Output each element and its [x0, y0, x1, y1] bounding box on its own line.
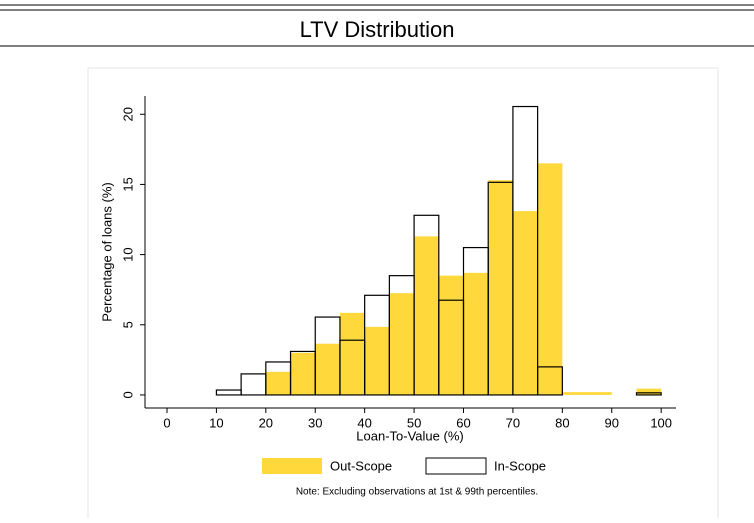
x-tick-label: 80 [555, 415, 569, 430]
bar [512, 211, 538, 395]
x-tick-label: 40 [357, 415, 371, 430]
x-tick-label: 60 [456, 415, 470, 430]
bar [512, 105, 539, 396]
legend-label: In-Scope [494, 458, 546, 473]
y-axis-label: Percentage of loans (%) [99, 182, 114, 321]
chart-panel [87, 67, 719, 523]
bar [389, 293, 415, 395]
x-tick-label: 0 [163, 415, 170, 430]
legend-swatch [262, 458, 322, 474]
y-tick-label: 10 [120, 247, 135, 261]
bar [438, 275, 464, 395]
x-tick-label: 10 [209, 415, 223, 430]
bar [315, 343, 340, 395]
bar [364, 326, 390, 395]
x-tick-label: 90 [605, 415, 619, 430]
bar [537, 163, 563, 395]
y-tick-label: 20 [120, 107, 135, 121]
x-tick-label: 50 [407, 415, 421, 430]
bar [339, 312, 365, 395]
x-tick-label: 70 [506, 415, 520, 430]
bar [562, 392, 588, 395]
bar [488, 180, 513, 395]
bar [463, 272, 489, 395]
bar [587, 392, 612, 395]
x-tick-label: 30 [308, 415, 322, 430]
legend-swatch [425, 457, 487, 475]
note: Note: Excluding observations at 1st & 99… [296, 487, 538, 498]
chart-title: LTV Distribution [300, 17, 455, 42]
bar [290, 352, 316, 395]
x-tick-label: 20 [259, 415, 273, 430]
legend-label: Out-Scope [330, 458, 392, 473]
bar [537, 366, 563, 396]
y-tick-label: 0 [120, 391, 135, 398]
y-tick-label: 15 [120, 177, 135, 191]
bar [636, 388, 662, 395]
y-tick-label: 5 [120, 321, 135, 328]
x-tick-label: 100 [650, 415, 672, 430]
x-axis-label: Loan-To-Value (%) [356, 428, 463, 443]
bar [635, 392, 662, 396]
bar [265, 371, 291, 395]
bar [414, 236, 439, 395]
